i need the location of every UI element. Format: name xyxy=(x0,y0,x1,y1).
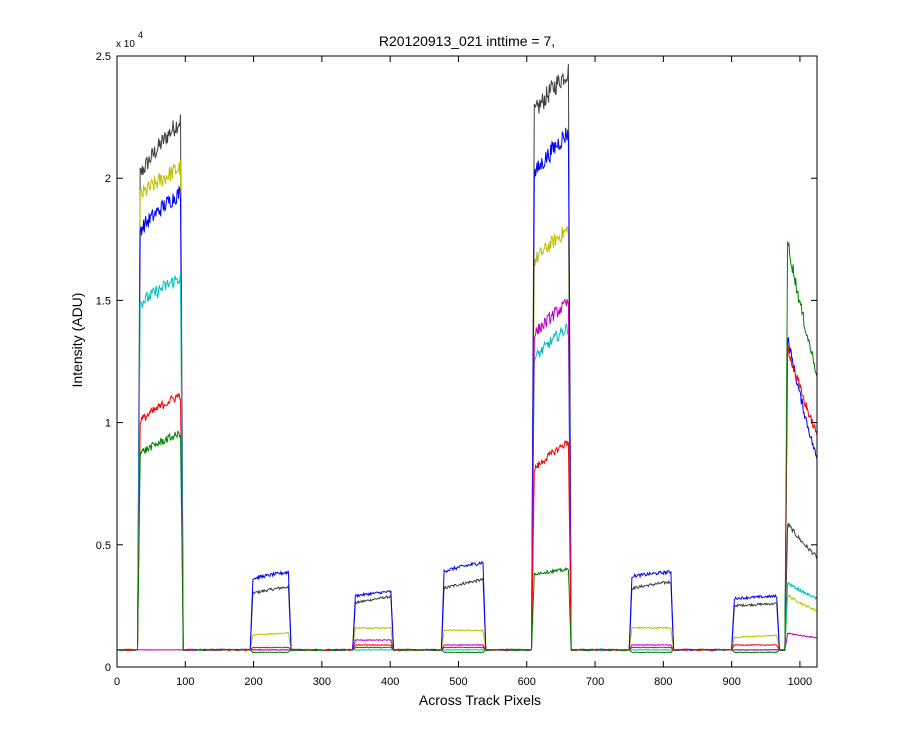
plot-area xyxy=(117,56,817,667)
y-axis-label: Intensity (ADU) xyxy=(69,293,85,388)
series-line-4 xyxy=(116,298,818,652)
series-line-6 xyxy=(116,241,818,654)
series-line-0 xyxy=(116,63,818,652)
x-tick-label: 300 xyxy=(313,676,331,688)
y-tick-label: 2 xyxy=(105,173,111,185)
y-tick-label: 0 xyxy=(105,662,111,674)
y-tick-label: 1 xyxy=(105,418,111,430)
y-tick-label: 1.5 xyxy=(96,295,111,307)
x-tick-label: 500 xyxy=(449,676,467,688)
series-layer xyxy=(116,63,818,654)
x-tick-label: 0 xyxy=(114,676,120,688)
x-tick-label: 400 xyxy=(381,676,399,688)
x-tick-label: 200 xyxy=(244,676,262,688)
x-tick-label: 700 xyxy=(586,676,604,688)
x-axis-label: Across Track Pixels xyxy=(419,692,541,708)
x-tick-label: 900 xyxy=(722,676,740,688)
x-tick-label: 800 xyxy=(654,676,672,688)
series-line-5 xyxy=(117,344,818,652)
chart-title: R20120913_021 inttime = 7, xyxy=(379,33,555,49)
y-exponent-base: x 10 xyxy=(116,39,135,50)
tick-layer: 0 100 200 300 400 500 600 700 800 900 1000 0 0.5 1 1.5… xyxy=(96,51,817,688)
x-tick-label: 1000 xyxy=(788,676,812,688)
plot-frame xyxy=(116,55,818,668)
x-tick-label: 100 xyxy=(176,676,194,688)
series-line-2 xyxy=(116,127,818,652)
x-tick-label: 600 xyxy=(518,676,536,688)
y-tick-label: 2.5 xyxy=(96,51,111,63)
series-line-1 xyxy=(117,160,818,652)
y-tick-label: 0.5 xyxy=(96,540,111,552)
y-exponent-power: 4 xyxy=(138,30,143,40)
